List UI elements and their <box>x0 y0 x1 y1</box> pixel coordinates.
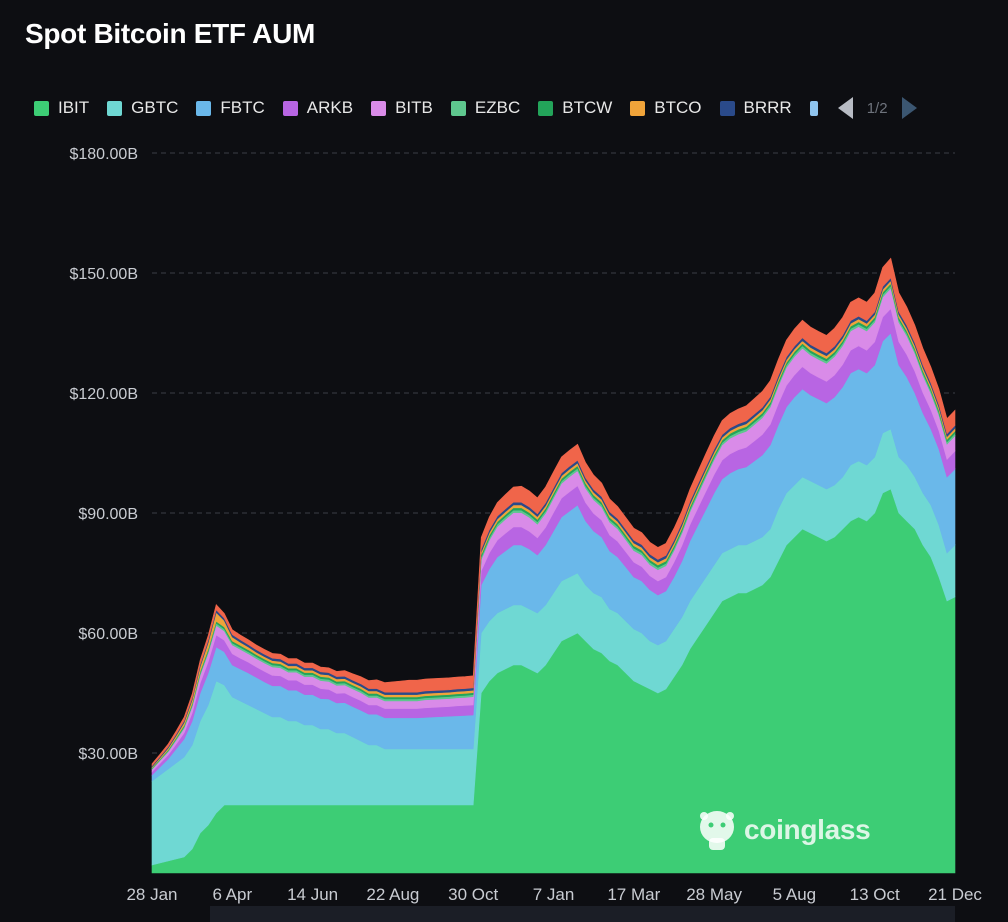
x-tick-label: 22 Aug <box>366 885 419 904</box>
x-tick-label: 5 Aug <box>773 885 817 904</box>
watermark: coinglass <box>698 808 871 852</box>
x-tick-label: 13 Oct <box>850 885 900 904</box>
x-tick-label: 6 Apr <box>212 885 252 904</box>
legend-swatch <box>719 100 735 116</box>
y-axis-ticks: $30.00B $60.00B $90.00B $120.00B $150.00B $18… <box>69 146 138 763</box>
x-tick-label: 28 May <box>686 885 742 904</box>
legend-swatch <box>371 100 387 116</box>
legend-item-ibit[interactable]: IBIT <box>34 98 89 118</box>
legend-item-fbtc[interactable]: FBTC <box>196 98 265 118</box>
y-tick-label: $120.00B <box>69 386 138 403</box>
legend-label: BTCO <box>654 98 702 117</box>
legend-label: ARKB <box>306 98 354 117</box>
prev-page-icon[interactable] <box>837 97 853 119</box>
legend-item-gbtc[interactable]: GBTC <box>107 98 178 118</box>
x-tick-label: 30 Oct <box>448 885 498 904</box>
y-tick-label: $90.00B <box>78 506 138 523</box>
coinglass-logo-icon <box>700 811 734 850</box>
legend-swatch <box>196 100 212 116</box>
horizontal-scrollbar[interactable] <box>210 906 955 922</box>
legend-pager: 1/2 <box>837 97 917 119</box>
x-tick-label: 7 Jan <box>533 885 575 904</box>
legend-label: BITB <box>395 98 433 117</box>
legend-swatch <box>630 100 646 116</box>
legend-item-partial[interactable] <box>809 100 818 116</box>
legend-swatch <box>107 100 123 116</box>
legend: IBIT GBTC FBTC ARKB BITB EZBC BTCW BTCO BRRR 1/2 <box>34 96 917 120</box>
legend-swatch <box>450 100 466 116</box>
legend-swatch <box>34 100 49 116</box>
legend-label: IBIT <box>58 98 90 117</box>
legend-label: FBTC <box>220 98 265 117</box>
legend-swatch <box>282 100 298 116</box>
y-tick-label: $60.00B <box>78 626 138 643</box>
series-area-other-9 <box>151 257 956 767</box>
legend-label: BTCW <box>562 98 613 117</box>
legend-item-brrr[interactable]: BRRR <box>719 98 792 118</box>
legend-label: EZBC <box>474 98 521 117</box>
legend-item-bitb[interactable]: BITB <box>371 98 433 118</box>
y-tick-label: $180.00B <box>69 146 138 163</box>
series-areas <box>151 257 956 874</box>
y-tick-label: $150.00B <box>69 266 138 283</box>
chart-title: Spot Bitcoin ETF AUM <box>25 18 316 49</box>
x-tick-label: 28 Jan <box>126 885 177 904</box>
y-tick-label: $30.00B <box>78 746 138 763</box>
next-page-icon[interactable] <box>901 97 917 119</box>
x-tick-label: 14 Jun <box>287 885 338 904</box>
legend-item-btco[interactable]: BTCO <box>630 98 702 118</box>
legend-item-arkb[interactable]: ARKB <box>282 98 354 118</box>
legend-label: GBTC <box>131 98 179 117</box>
legend-label: BRRR <box>743 98 792 117</box>
legend-item-ezbc[interactable]: EZBC <box>450 98 521 118</box>
legend-item-btcw[interactable]: BTCW <box>538 98 612 118</box>
x-tick-label: 21 Dec <box>928 885 982 904</box>
x-tick-label: 17 Mar <box>607 885 660 904</box>
legend-swatch <box>538 100 554 116</box>
x-axis-ticks: 28 Jan 6 Apr 14 Jun 22 Aug 30 Oct 7 Jan 17 Mar… <box>126 885 982 904</box>
legend-page-indicator: 1/2 <box>866 99 888 117</box>
watermark-text: coinglass <box>744 814 871 845</box>
